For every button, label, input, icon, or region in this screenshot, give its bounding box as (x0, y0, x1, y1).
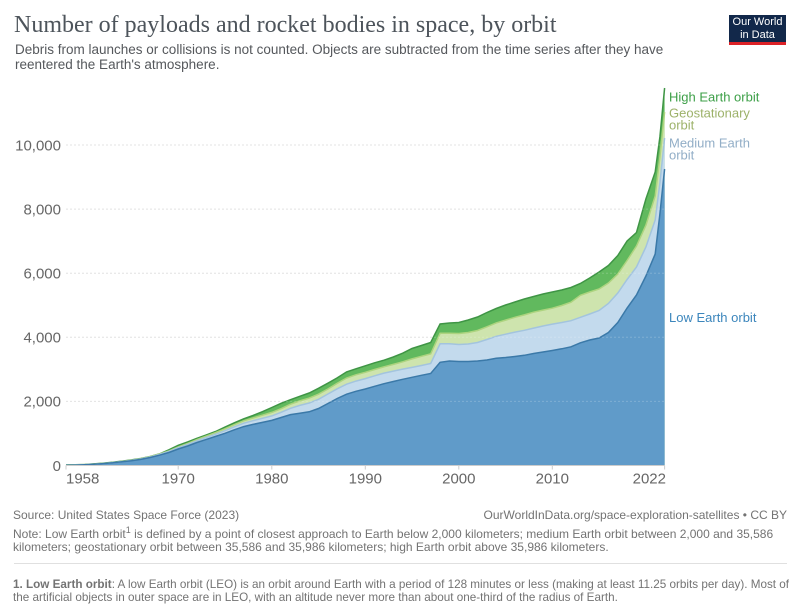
svg-text:6,000: 6,000 (23, 266, 61, 283)
svg-text:orbit: orbit (669, 118, 695, 133)
svg-text:4,000: 4,000 (23, 330, 61, 347)
svg-text:High Earth orbit: High Earth orbit (669, 90, 760, 105)
svg-text:1970: 1970 (162, 471, 195, 488)
svg-text:orbit: orbit (669, 148, 695, 163)
svg-text:8,000: 8,000 (23, 201, 61, 218)
svg-text:2022: 2022 (633, 471, 666, 488)
svg-text:10,000: 10,000 (15, 137, 61, 154)
svg-text:1990: 1990 (349, 471, 382, 488)
svg-text:2010: 2010 (536, 471, 569, 488)
svg-text:2000: 2000 (442, 471, 475, 488)
svg-text:Low Earth orbit: Low Earth orbit (669, 310, 757, 325)
svg-text:Geostationary: Geostationary (669, 106, 750, 121)
svg-text:1958: 1958 (66, 471, 99, 488)
svg-text:1980: 1980 (255, 471, 288, 488)
svg-text:2,000: 2,000 (23, 394, 61, 411)
svg-text:Medium Earth: Medium Earth (669, 136, 750, 151)
svg-text:0: 0 (53, 458, 61, 475)
